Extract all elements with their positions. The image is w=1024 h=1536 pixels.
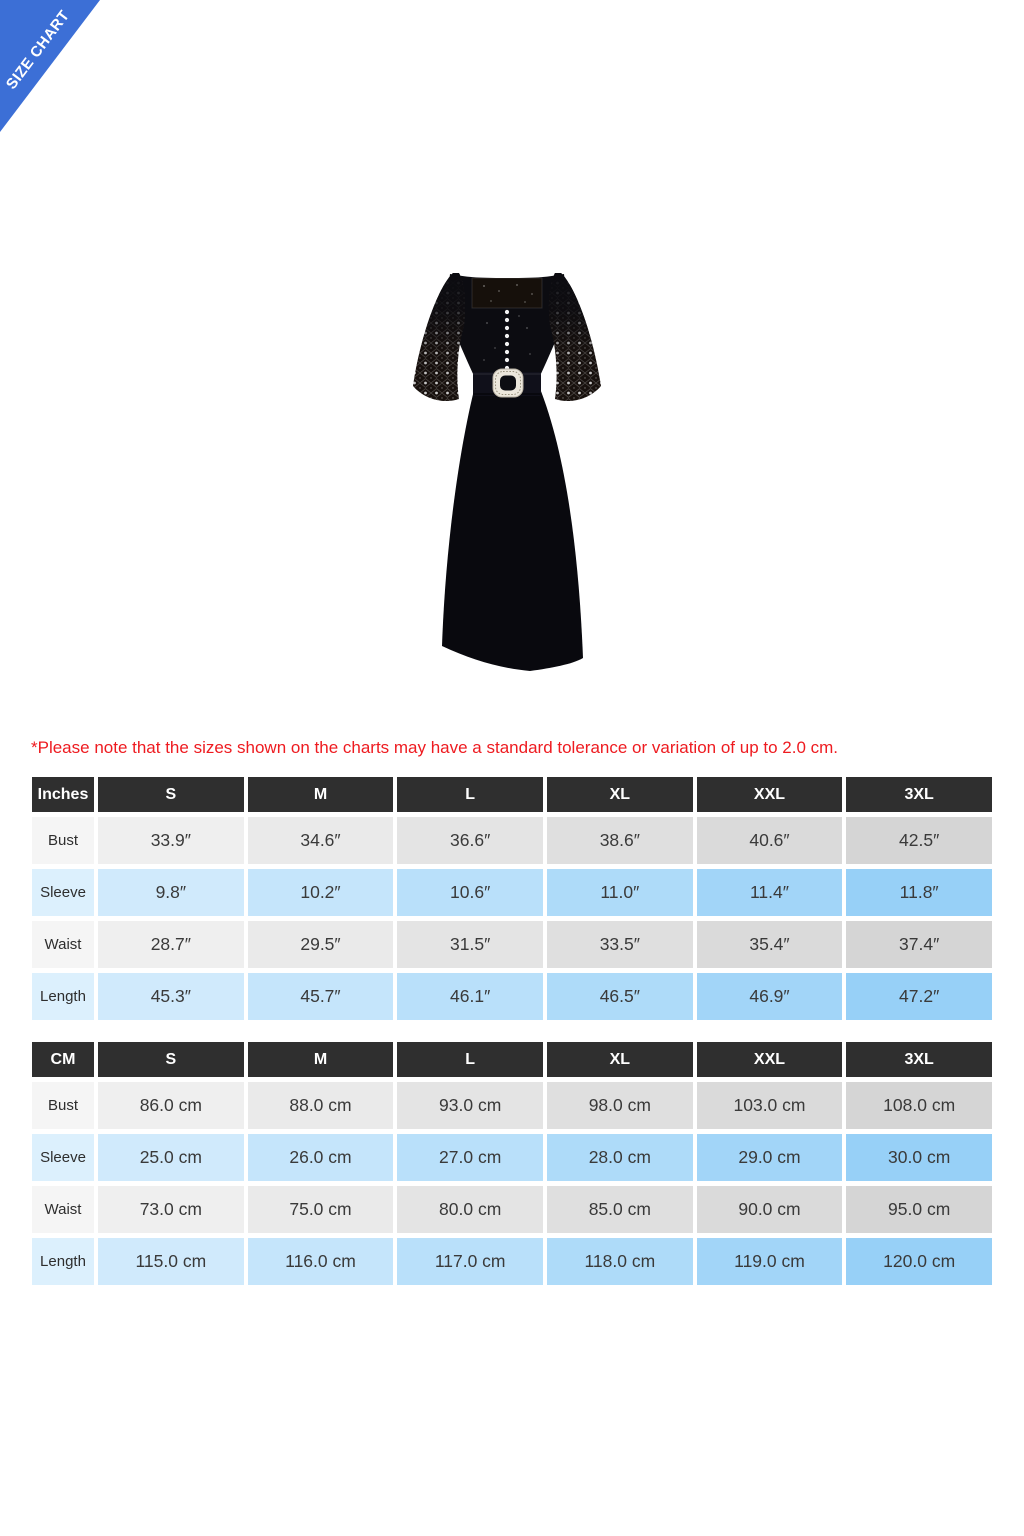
table-row: Waist 73.0 cm 75.0 cm 80.0 cm 85.0 cm 90.0 cm… (32, 1186, 992, 1233)
size-value: 25.0 cm (98, 1134, 244, 1181)
size-value: 40.6″ (696, 817, 843, 864)
size-value: 47.2″ (846, 973, 992, 1020)
table-row: Sleeve 9.8″ 10.2″ 10.6″ 11.0″ 11.4″ 11.8″ (32, 869, 992, 916)
size-value: 11.0″ (547, 869, 693, 916)
size-value: 46.1″ (397, 973, 543, 1020)
size-value: 80.0 cm (397, 1186, 543, 1233)
size-value: 38.6″ (547, 817, 693, 864)
size-value: 108.0 cm (846, 1082, 992, 1129)
size-value: 29.5″ (247, 921, 394, 968)
col-header: L (397, 1042, 543, 1077)
col-header: S (98, 1042, 244, 1077)
size-value: 33.9″ (98, 817, 244, 864)
size-value: 85.0 cm (547, 1186, 693, 1233)
dress-graphic (413, 273, 601, 671)
size-value: 30.0 cm (846, 1134, 992, 1181)
size-value: 120.0 cm (846, 1238, 992, 1285)
product-image (387, 228, 637, 708)
dress-neckline (471, 277, 543, 309)
unit-header: Inches (32, 777, 94, 812)
size-value: 45.3″ (98, 973, 244, 1020)
col-header: M (247, 1042, 394, 1077)
size-value: 73.0 cm (98, 1186, 244, 1233)
size-value: 33.5″ (547, 921, 693, 968)
size-value: 28.7″ (98, 921, 244, 968)
size-value: 118.0 cm (547, 1238, 693, 1285)
size-value: 86.0 cm (98, 1082, 244, 1129)
size-value: 10.6″ (397, 869, 543, 916)
size-value: 95.0 cm (846, 1186, 992, 1233)
col-header: XL (547, 777, 693, 812)
size-tables: Inches S M L XL XXL 3XL Bust 33.9″ 34.6″ 36.6″ 38.6… (32, 777, 992, 1290)
size-value: 9.8″ (98, 869, 244, 916)
size-value: 115.0 cm (98, 1238, 244, 1285)
size-value: 117.0 cm (397, 1238, 543, 1285)
size-table-inches: Inches S M L XL XXL 3XL Bust 33.9″ 34.6″ 36.6″ 38.6… (32, 777, 992, 1020)
row-label: Waist (32, 1186, 94, 1233)
size-value: 116.0 cm (247, 1238, 394, 1285)
row-label: Bust (32, 817, 94, 864)
size-value: 36.6″ (397, 817, 543, 864)
size-value: 42.5″ (846, 817, 992, 864)
size-value: 28.0 cm (547, 1134, 693, 1181)
size-value: 93.0 cm (397, 1082, 543, 1129)
size-chart-ribbon: SIZE CHART (0, 0, 100, 132)
row-label: Length (32, 1238, 94, 1285)
size-value: 119.0 cm (696, 1238, 843, 1285)
size-value: 45.7″ (247, 973, 394, 1020)
col-header: L (397, 777, 543, 812)
size-value: 90.0 cm (696, 1186, 843, 1233)
row-label: Length (32, 973, 94, 1020)
size-value: 29.0 cm (696, 1134, 843, 1181)
table-row: Length 45.3″ 45.7″ 46.1″ 46.5″ 46.9″ 47.2″ (32, 973, 992, 1020)
col-header: 3XL (846, 1042, 992, 1077)
col-header: XXL (696, 1042, 843, 1077)
size-table-cm: CM S M L XL XXL 3XL Bust 86.0 cm 88.0 cm 93.0 cm 98… (32, 1042, 992, 1285)
size-value: 34.6″ (247, 817, 394, 864)
size-value: 46.5″ (547, 973, 693, 1020)
row-label: Bust (32, 1082, 94, 1129)
size-value: 46.9″ (696, 973, 843, 1020)
ribbon-label: SIZE CHART (2, 7, 74, 93)
col-header: XL (547, 1042, 693, 1077)
size-value: 11.8″ (846, 869, 992, 916)
col-header: XXL (696, 777, 843, 812)
tolerance-note: *Please note that the sizes shown on the… (31, 738, 839, 757)
size-value: 26.0 cm (247, 1134, 394, 1181)
dress-buckle (492, 368, 524, 398)
col-header: S (98, 777, 244, 812)
size-value: 75.0 cm (247, 1186, 394, 1233)
dress-skirt (442, 386, 583, 671)
size-value: 103.0 cm (696, 1082, 843, 1129)
table-header-row: CM S M L XL XXL 3XL (32, 1042, 992, 1077)
table-row: Bust 33.9″ 34.6″ 36.6″ 38.6″ 40.6″ 42.5″ (32, 817, 992, 864)
table-row: Length 115.0 cm 116.0 cm 117.0 cm 118.0 cm 11… (32, 1238, 992, 1285)
table-row: Bust 86.0 cm 88.0 cm 93.0 cm 98.0 cm 103.0 cm… (32, 1082, 992, 1129)
col-header: M (247, 777, 394, 812)
row-label: Sleeve (32, 1134, 94, 1181)
size-value: 37.4″ (846, 921, 992, 968)
table-row: Waist 28.7″ 29.5″ 31.5″ 33.5″ 35.4″ 37.4″ (32, 921, 992, 968)
size-value: 31.5″ (397, 921, 543, 968)
row-label: Sleeve (32, 869, 94, 916)
size-value: 11.4″ (696, 869, 843, 916)
size-value: 27.0 cm (397, 1134, 543, 1181)
unit-header: CM (32, 1042, 94, 1077)
table-row: Sleeve 25.0 cm 26.0 cm 27.0 cm 28.0 cm 29.0 c… (32, 1134, 992, 1181)
col-header: 3XL (846, 777, 992, 812)
table-header-row: Inches S M L XL XXL 3XL (32, 777, 992, 812)
row-label: Waist (32, 921, 94, 968)
size-value: 98.0 cm (547, 1082, 693, 1129)
size-value: 35.4″ (696, 921, 843, 968)
size-value: 88.0 cm (247, 1082, 394, 1129)
size-value: 10.2″ (247, 869, 394, 916)
